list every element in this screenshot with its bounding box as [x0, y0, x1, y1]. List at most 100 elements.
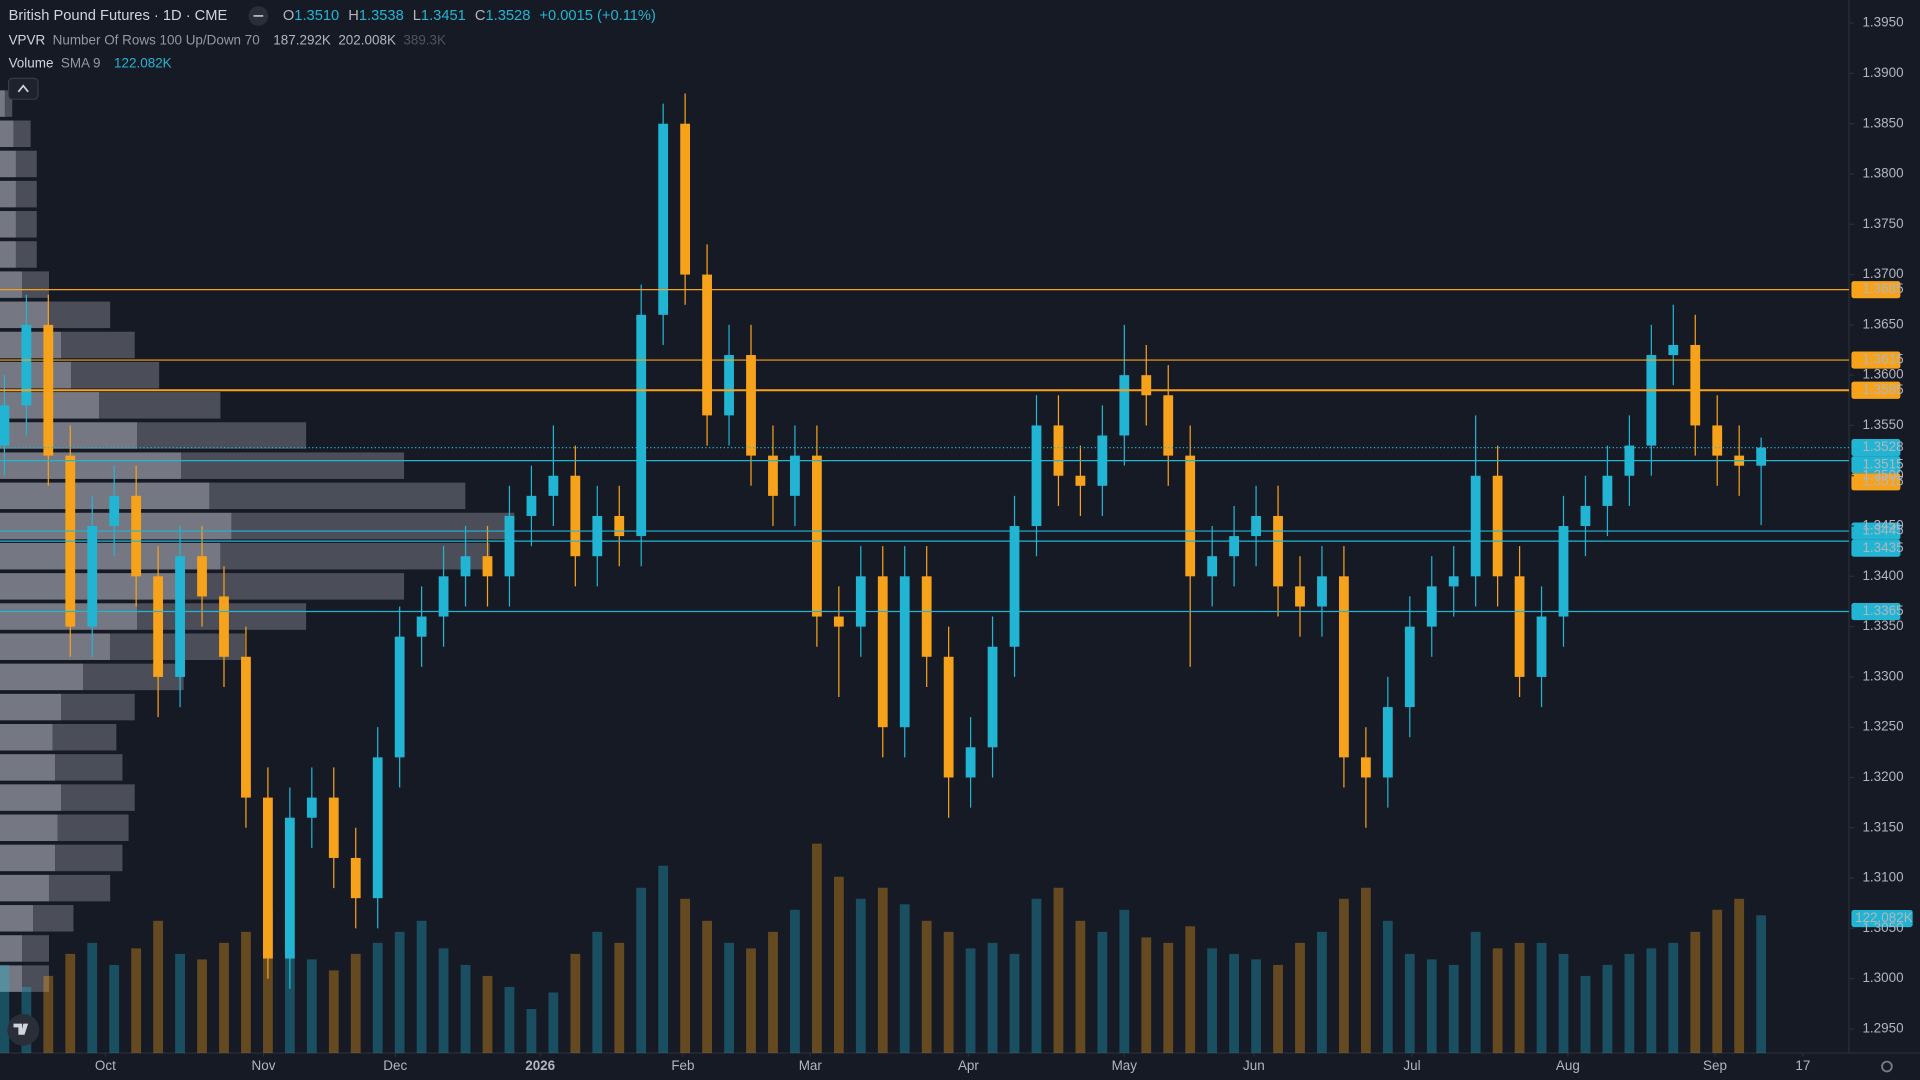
candle-body	[614, 515, 625, 537]
x-tick-label: Mar	[799, 1058, 823, 1073]
candle-body	[921, 576, 932, 657]
y-tick-label: 1.3450	[1862, 518, 1903, 533]
candle-body	[1163, 395, 1174, 456]
volume-bar	[1163, 942, 1174, 1054]
volume-bar	[702, 920, 712, 1054]
volume-bar	[87, 942, 98, 1054]
collapse-button[interactable]	[7, 77, 39, 100]
candle-body	[1009, 526, 1020, 647]
profile-down	[61, 331, 135, 359]
y-tick-label: 1.3850	[1862, 115, 1903, 130]
candle-body	[1756, 447, 1767, 466]
profile-down	[57, 814, 129, 842]
volume-bar	[1602, 964, 1613, 1054]
volume-bar	[746, 948, 756, 1054]
volume-bar	[284, 948, 295, 1054]
candle-body	[0, 405, 10, 446]
y-tick-label: 1.3400	[1862, 568, 1903, 583]
candle-body	[768, 455, 778, 496]
volume-bar	[43, 975, 54, 1054]
indicator-name: VPVR	[9, 32, 46, 47]
price-label-box	[1851, 456, 1901, 474]
volume-bar	[1668, 942, 1679, 1054]
profile-up	[0, 150, 16, 178]
x-tick-label: 17	[1795, 1058, 1810, 1073]
candle-body	[504, 515, 515, 577]
volume-bar	[877, 887, 888, 1054]
volume-bar	[1075, 920, 1086, 1054]
x-tick-label: Jul	[1403, 1058, 1420, 1073]
candle-body	[175, 556, 185, 677]
profile-up	[0, 482, 210, 510]
candle-body	[1580, 505, 1591, 527]
volume-bar	[636, 887, 647, 1054]
volume-bar	[1492, 948, 1503, 1054]
volume-bar	[526, 1008, 537, 1054]
candle-body	[1360, 757, 1371, 778]
candle-body	[1668, 344, 1679, 356]
volume-bar	[504, 986, 515, 1054]
indicator-value: 389.3K	[403, 32, 446, 47]
candle-body	[680, 123, 691, 275]
candle-body	[899, 576, 910, 728]
volume-bar	[306, 959, 317, 1054]
y-tick-label: 1.3050	[1862, 920, 1903, 935]
volume-bar	[197, 959, 207, 1054]
volume-bar	[1624, 953, 1635, 1054]
profile-up	[0, 452, 182, 479]
price-label-box	[1851, 473, 1901, 491]
header-line-1: British Pound Futures · 1D · CME	[9, 8, 228, 24]
y-tick-label: 1.3550	[1862, 417, 1903, 432]
candle-body	[219, 596, 229, 657]
candle-body	[526, 495, 537, 516]
candle-body	[1690, 344, 1701, 426]
price-label-box	[1851, 522, 1901, 540]
y-tick-label: 1.3300	[1862, 668, 1903, 683]
profile-down	[61, 784, 135, 811]
profile-down	[4, 90, 13, 117]
ohlc-value: 1.3451	[421, 8, 466, 24]
profile-down	[15, 211, 37, 238]
candle-body	[306, 797, 317, 818]
volume-bar	[680, 898, 691, 1054]
candle-body	[702, 274, 712, 416]
volume-bar	[1339, 898, 1349, 1054]
settings-button[interactable]	[1881, 1060, 1893, 1073]
profile-down	[181, 573, 405, 600]
volume-bar	[833, 876, 844, 1054]
profile-up	[0, 120, 14, 148]
volume-bar	[1646, 948, 1657, 1054]
profile-up	[0, 422, 138, 449]
price-label-box	[1851, 439, 1901, 457]
profile-down	[33, 905, 74, 932]
y-tick-label: 1.3000	[1862, 970, 1903, 985]
profile-up	[0, 814, 58, 842]
y-tick-label: 1.3800	[1862, 166, 1903, 181]
volume-sma-label: 122.082K	[1855, 910, 1913, 925]
volume-bar	[328, 970, 339, 1054]
profile-up	[0, 663, 84, 691]
volume-bar	[592, 931, 603, 1054]
profile-down	[22, 271, 49, 298]
x-tick-label: Apr	[958, 1058, 979, 1073]
profile-up	[0, 211, 16, 238]
volume-bar	[1580, 975, 1591, 1054]
profile-up	[0, 90, 5, 117]
candle-body	[746, 355, 756, 456]
candle-body	[482, 556, 493, 577]
candle-body	[1382, 707, 1393, 778]
volume-bar	[1558, 953, 1569, 1054]
candle-body	[833, 616, 844, 627]
x-tick-label: May	[1112, 1058, 1138, 1073]
profile-down	[71, 361, 160, 389]
x-tick-label: Dec	[383, 1058, 407, 1073]
candle-body	[877, 576, 888, 728]
volume-bar	[0, 964, 10, 1054]
candle-body	[724, 355, 734, 416]
volume-bar	[109, 964, 120, 1054]
volume-bar	[855, 898, 866, 1054]
volume-bar	[1426, 959, 1437, 1054]
profile-down	[13, 120, 31, 148]
candle-body	[21, 324, 32, 406]
